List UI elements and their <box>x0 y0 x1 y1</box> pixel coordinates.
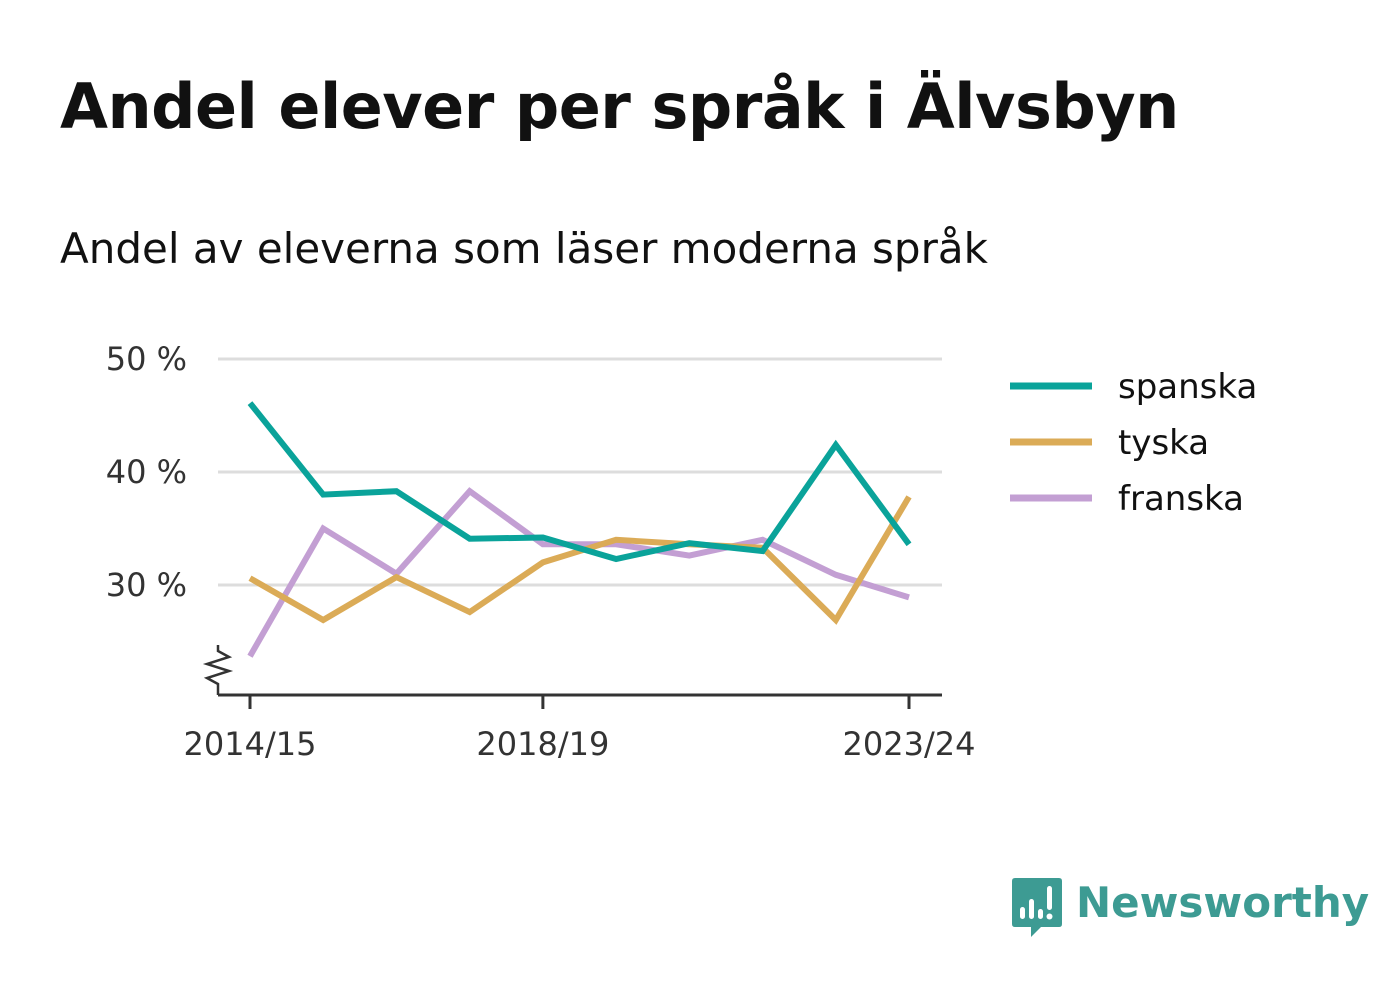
x-tick-label: 2023/24 <box>843 725 976 763</box>
y-tick-label: 30 % <box>106 566 187 604</box>
axes: 30 % 40 % 50 % 2014/15 2018/19 2023/24 <box>106 340 976 763</box>
y-axis-break-icon <box>202 645 234 695</box>
gridlines <box>218 357 942 587</box>
x-tick-label: 2018/19 <box>476 725 609 763</box>
series-line-tyska <box>248 495 912 625</box>
newsworthy-brand: Newsworthy <box>1012 878 1369 940</box>
brand-name: Newsworthy <box>1076 878 1370 927</box>
legend: spanska tyska franska <box>1010 367 1257 519</box>
y-tick-label: 50 % <box>106 340 187 378</box>
legend-label-spanska: spanska <box>1118 367 1257 407</box>
x-tick-label: 2014/15 <box>184 725 317 763</box>
chart-subtitle: Andel av eleverna som läser moderna språ… <box>60 224 988 273</box>
newsworthy-chart-bubble-icon <box>1012 878 1062 937</box>
chart-title: Andel elever per språk i Älvsbyn <box>60 70 1179 143</box>
series-lines <box>247 401 912 658</box>
series-line-spanska <box>247 401 912 563</box>
y-tick-label: 40 % <box>106 453 187 491</box>
legend-label-franska: franska <box>1118 479 1244 519</box>
legend-label-tyska: tyska <box>1118 423 1209 463</box>
series-line-franska <box>247 487 910 658</box>
